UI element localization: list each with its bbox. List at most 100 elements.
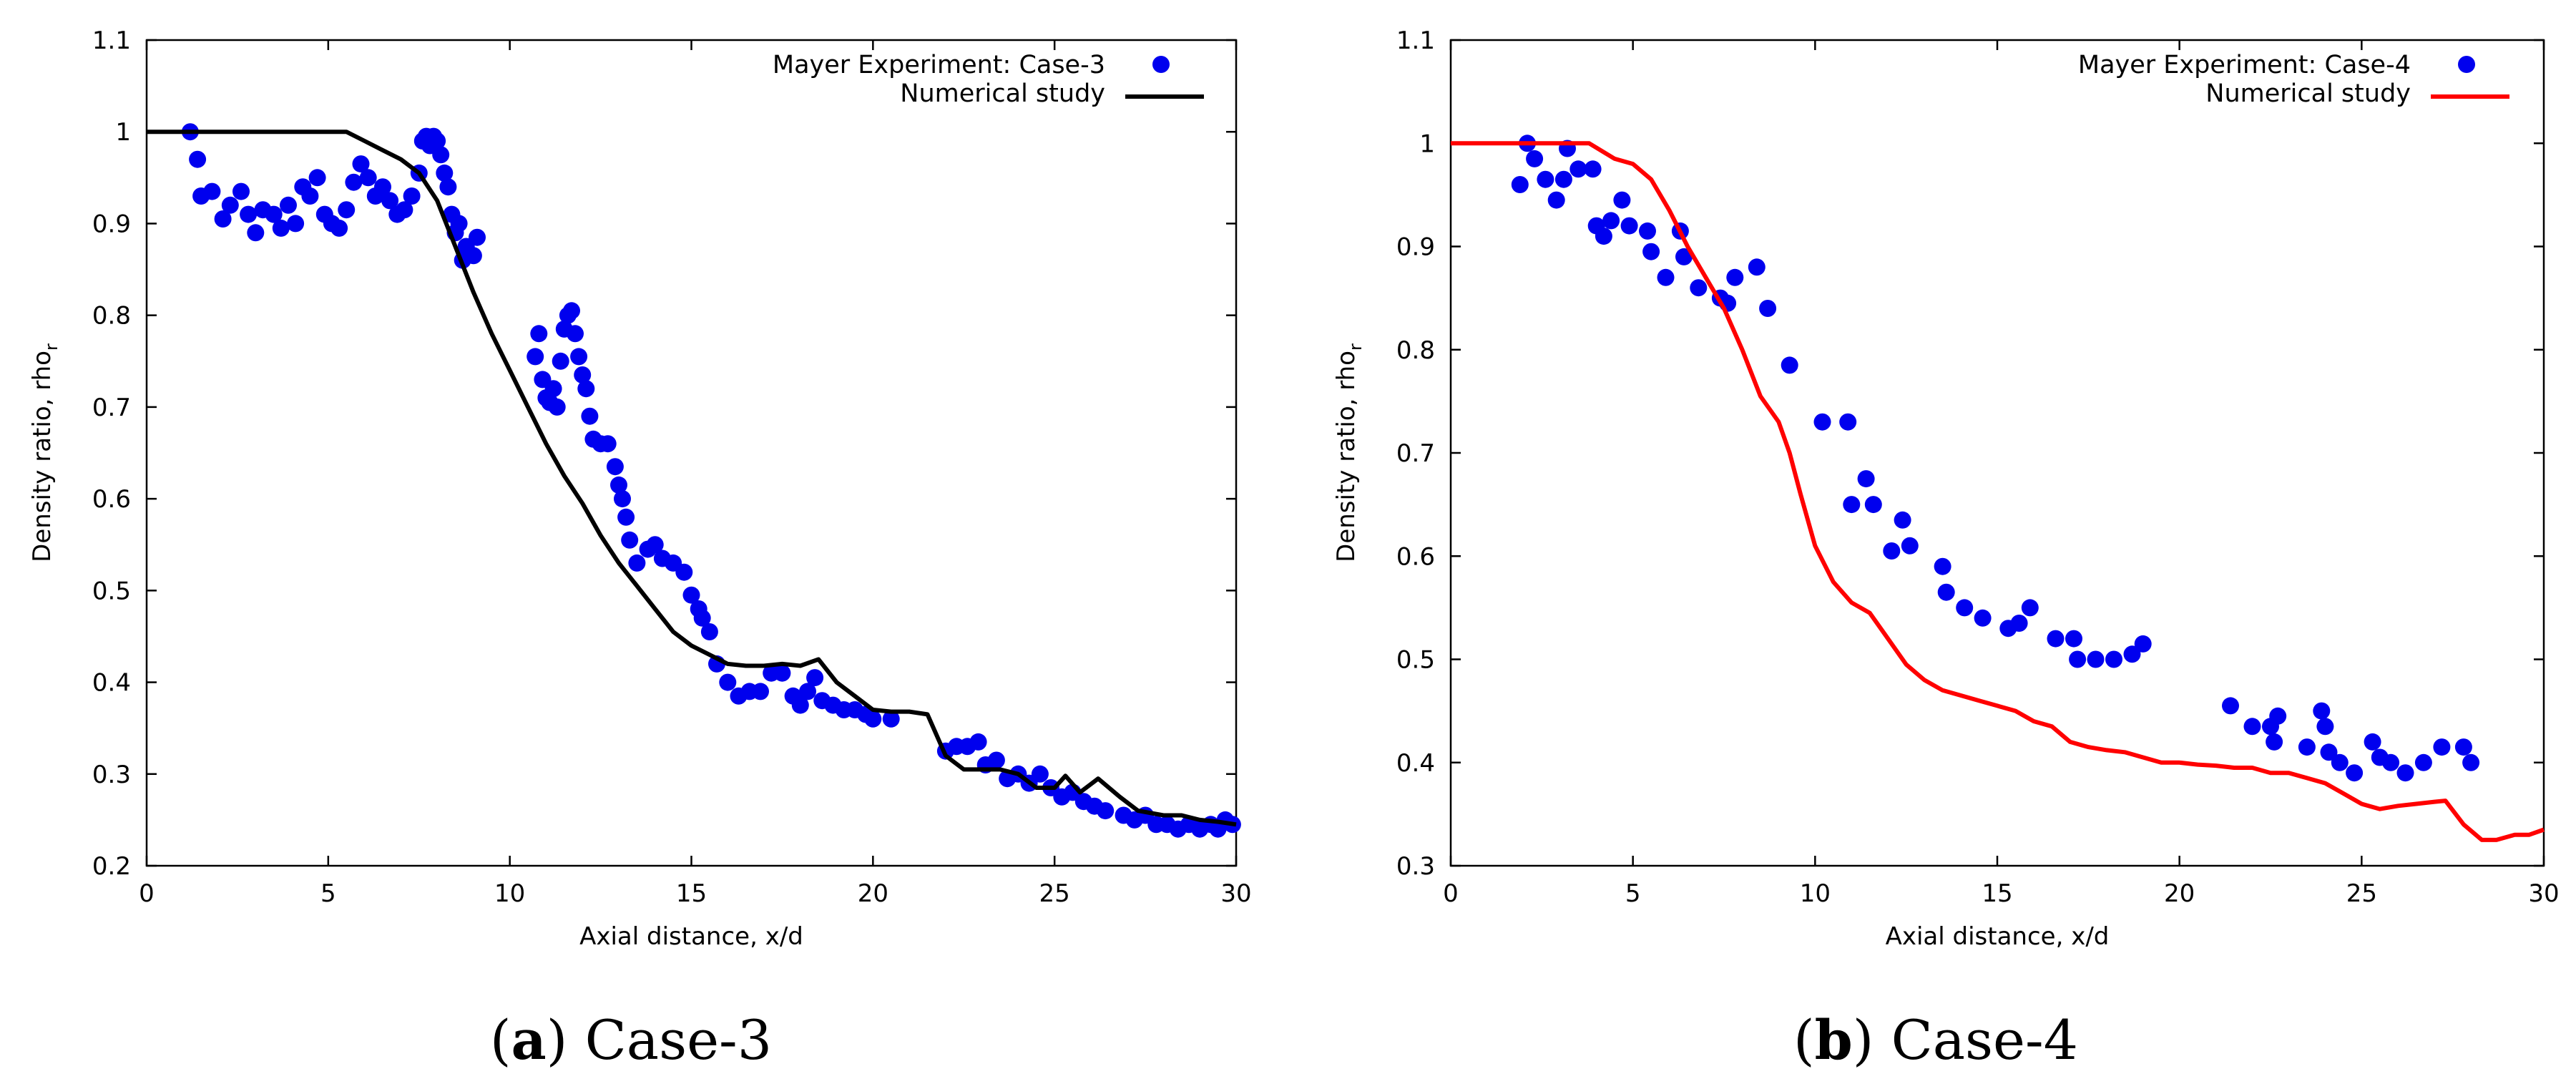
experiment-point	[308, 169, 326, 187]
experiment-point	[2105, 650, 2122, 668]
experiment-point	[2266, 733, 2283, 751]
experiment-point	[773, 664, 791, 682]
experiment-point	[2414, 753, 2432, 771]
y-tick-label: 0.9	[92, 210, 131, 238]
experiment-point	[345, 173, 363, 191]
caption-letter: a	[511, 1008, 547, 1072]
y-axis-label: Density ratio, rhor	[1332, 343, 1366, 562]
caption-letter: b	[1815, 1008, 1853, 1072]
experiment-point	[552, 352, 569, 370]
experiment-point	[693, 609, 711, 627]
experiment-point	[1974, 609, 1992, 627]
experiment-point	[2269, 707, 2287, 725]
y-tick-label: 0.2	[92, 852, 131, 881]
experiment-point	[969, 733, 987, 751]
experiment-point	[1554, 170, 1572, 188]
y-axis-label-subscript: r	[1346, 343, 1366, 351]
experiment-point	[1569, 160, 1587, 178]
experiment-point	[439, 178, 457, 196]
experiment-point	[203, 182, 221, 200]
experiment-point	[987, 751, 1005, 769]
legend-marker-experiment	[1152, 56, 1170, 73]
experiment-point	[1813, 413, 1831, 431]
experiment-point	[265, 205, 283, 223]
y-tick-label: 1.1	[1396, 26, 1435, 55]
y-tick-label: 0.9	[1396, 233, 1435, 262]
experiment-point	[581, 407, 599, 425]
experiment-point	[1839, 413, 1857, 431]
x-tick-label: 15	[1982, 879, 2012, 908]
x-axis-label: Axial distance, x/d	[579, 922, 803, 951]
chart-case-3: 0 5 10 15 20 25 30 0.2 0.3 0.4 0.5 0.6 0.7 0.8 0.9 1 1.1…	[28, 26, 1252, 1072]
experiment-point	[1726, 268, 1744, 286]
experiment-point	[1031, 765, 1049, 783]
y-tick-label: 1	[115, 118, 131, 147]
x-tick-label: 20	[2164, 879, 2195, 908]
experiment-point	[2320, 743, 2338, 761]
experiment-point	[1781, 356, 1798, 374]
y-tick-label: 0.5	[1396, 646, 1435, 675]
y-axis-label-text: Density ratio, rho	[1332, 351, 1361, 562]
caption-text: Case-4	[1891, 1008, 2078, 1072]
experiment-point	[2047, 630, 2065, 648]
experiment-point	[1937, 583, 1955, 601]
y-tick-label: 0.5	[92, 577, 131, 605]
experiment-point	[628, 554, 646, 572]
y-tick-label: 0.7	[92, 394, 131, 422]
experiment-point	[1595, 228, 1612, 245]
experiment-point	[1901, 537, 1919, 555]
x-tick-label: 5	[320, 879, 336, 908]
experiment-point	[1864, 496, 1882, 514]
experiment-point	[2313, 702, 2331, 720]
y-tick-label: 0.4	[92, 669, 131, 698]
experiment-point	[791, 696, 809, 714]
experiment-point	[563, 302, 580, 320]
experiment-point	[2396, 764, 2414, 782]
experiment-point	[436, 164, 454, 182]
experiment-point	[221, 196, 239, 214]
x-tick-label: 15	[676, 879, 707, 908]
experiment-point	[2382, 753, 2400, 771]
y-tick-label: 0.8	[1396, 336, 1435, 365]
series-experiment-points	[181, 123, 1241, 838]
experiment-point	[646, 536, 664, 554]
experiment-point	[1639, 222, 1656, 240]
experiment-point	[1883, 542, 1901, 560]
experiment-point	[396, 201, 413, 219]
experiment-point	[2134, 635, 2152, 653]
experiment-point	[1894, 511, 1911, 529]
experiment-point	[214, 210, 232, 228]
experiment-point	[606, 458, 624, 476]
experiment-point	[570, 348, 588, 366]
experiment-point	[352, 155, 370, 173]
experiment-point	[247, 224, 265, 242]
figure-caption: (a) Case-3	[490, 1008, 772, 1072]
experiment-point	[1675, 248, 1693, 265]
experiment-point	[2462, 753, 2480, 771]
experiment-point	[2364, 733, 2381, 751]
experiment-point	[338, 201, 356, 219]
experiment-point	[1934, 557, 1951, 575]
experiment-point	[2123, 645, 2141, 663]
experiment-point	[2243, 718, 2261, 736]
x-tick-label: 0	[1443, 879, 1459, 908]
y-tick-label: 0.4	[1396, 749, 1435, 778]
experiment-point	[1620, 217, 1638, 235]
experiment-point	[2065, 630, 2082, 648]
x-tick-label: 0	[139, 879, 155, 908]
experiment-point	[2298, 738, 2316, 756]
experiment-point	[1602, 212, 1620, 230]
plot-frame	[145, 39, 1238, 867]
series-numerical-line	[1451, 141, 2545, 842]
experiment-point	[450, 215, 468, 233]
legend-marker-experiment	[2458, 56, 2475, 73]
caption-close-paren: )	[1853, 1008, 1891, 1072]
experiment-point	[548, 398, 566, 416]
experiment-point	[2087, 650, 2105, 668]
experiment-point	[752, 683, 769, 700]
series-numerical-line	[147, 130, 1237, 827]
experiment-point	[700, 623, 718, 640]
experiment-point	[381, 192, 399, 210]
experiment-point	[189, 150, 207, 168]
y-axis-label-subscript: r	[41, 343, 62, 351]
